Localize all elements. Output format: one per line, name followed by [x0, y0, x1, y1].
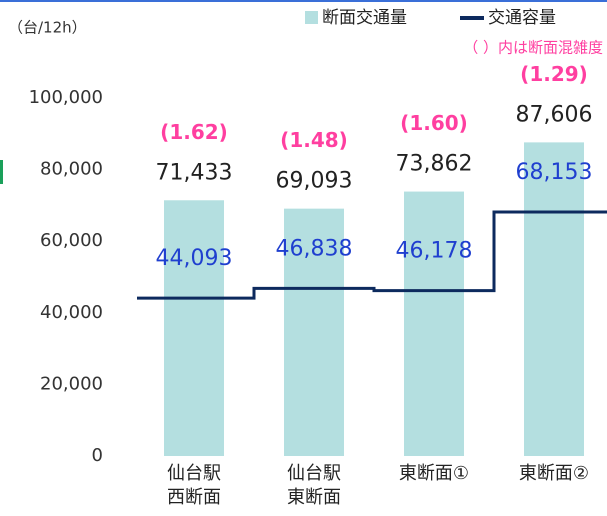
x-tick-label-line: 仙台駅 — [287, 463, 341, 484]
x-tick-label: 仙台駅西断面 — [167, 463, 221, 508]
congestion-label: (1.48) — [280, 128, 348, 152]
x-tick-label-line: 西断面 — [167, 487, 221, 508]
capacity-value-label: 46,838 — [276, 236, 353, 261]
y-tick-label: 40,000 — [40, 302, 103, 323]
x-tick-label-line: 東断面② — [519, 463, 589, 484]
congestion-label: (1.62) — [160, 120, 228, 144]
x-tick-label: 東断面① — [399, 463, 469, 484]
bar-value-label: 71,433 — [156, 160, 233, 185]
capacity-value-label: 68,153 — [516, 160, 593, 185]
unit-label: （台/12h） — [8, 19, 87, 37]
capacity-line — [137, 210, 607, 300]
annotation: （ ）内は断面混雑度 — [463, 39, 603, 57]
y-tick-label: 80,000 — [40, 159, 103, 180]
x-tick-label-line: 東断面① — [399, 463, 469, 484]
legend-swatch — [305, 11, 318, 24]
bar-value-label: 73,862 — [396, 152, 473, 177]
bar — [404, 191, 464, 456]
x-tick-label: 東断面② — [519, 463, 589, 484]
y-tick-label: 20,000 — [40, 373, 103, 394]
capacity-value-label: 44,093 — [156, 246, 233, 271]
bar — [284, 208, 344, 456]
congestion-label: (1.29) — [520, 62, 588, 86]
y-tick-label: 60,000 — [40, 230, 103, 251]
bar — [164, 200, 224, 456]
congestion-label: (1.60) — [400, 111, 468, 135]
x-tick-label: 仙台駅東断面 — [287, 463, 341, 508]
y-tick-label: 100,000 — [29, 87, 103, 108]
legend-label: 交通容量 — [488, 8, 556, 28]
y-tick-label: 0 — [92, 445, 103, 466]
bar-value-label: 87,606 — [516, 102, 593, 127]
x-tick-label-line: 東断面 — [287, 487, 341, 508]
bar-value-label: 69,093 — [276, 169, 353, 194]
x-tick-label-line: 仙台駅 — [167, 463, 221, 484]
top-border — [0, 0, 607, 2]
legend-label: 断面交通量 — [322, 8, 407, 28]
side-marker — [0, 160, 3, 184]
capacity-value-label: 46,178 — [396, 239, 473, 264]
bar — [524, 142, 584, 456]
